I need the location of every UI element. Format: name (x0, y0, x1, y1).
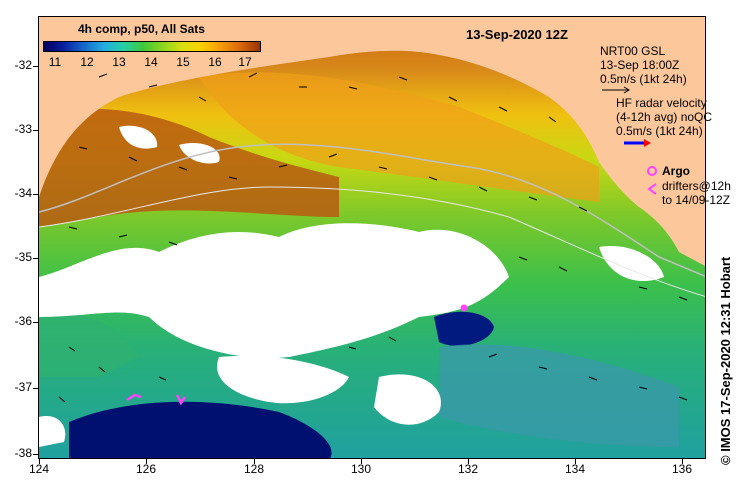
cool-water-east (439, 344, 679, 447)
drifter-marker-icon (647, 183, 657, 195)
date-title: 13-Sep-2020 12Z (466, 27, 568, 42)
argo-marker-icon (647, 166, 657, 176)
hf-radar-line: HF radar velocity (616, 96, 707, 110)
cloud-mask (39, 223, 509, 358)
hf-radar-annotation: HF radar velocity (4-12h avg) noQC 0.5m/… (616, 96, 712, 138)
legend-title: 4h comp, p50, All Sats (78, 22, 205, 36)
gsl-line: NRT00 GSL (600, 44, 666, 58)
current-vectors (58, 72, 688, 403)
y-tick-label: -36 (14, 314, 32, 328)
y-tick-label: -38 (14, 446, 32, 460)
y-tick-mark (33, 66, 38, 67)
gsl-scale-arrow-icon (602, 86, 630, 94)
cold-water-mid (434, 311, 494, 347)
gsl-annotation: NRT00 GSL 13-Sep 18:00Z 0.5m/s (1kt 24h) (600, 44, 687, 86)
bathymetry-contour (39, 143, 705, 277)
x-tick-label: 134 (564, 462, 586, 476)
y-tick-mark (33, 388, 38, 389)
cool-water-west (39, 313, 139, 377)
argo-float[interactable] (460, 304, 468, 312)
cloud-mask (39, 416, 66, 447)
hf-radar-arrow-icon (624, 139, 651, 147)
cloud-mask (374, 374, 441, 425)
colorbar-tick: 15 (176, 55, 190, 69)
y-tick-label: -33 (14, 122, 32, 136)
colorbar-tick: 16 (208, 55, 222, 69)
y-tick-label: -37 (14, 380, 32, 394)
argo-label: Argo (662, 164, 690, 178)
bathymetry-contour (39, 186, 705, 297)
hf-radar-line: (4-12h avg) noQC (616, 110, 713, 124)
colorbar-tick: 11 (48, 55, 62, 69)
x-tick-label: 136 (671, 462, 693, 476)
drifter-track (126, 393, 187, 406)
temperature-colorbar (43, 41, 261, 52)
drifters-line: drifters@12h (662, 179, 731, 193)
x-tick-mark (39, 459, 40, 464)
x-tick-label: 132 (457, 462, 479, 476)
gsl-line: 13-Sep 18:00Z (600, 58, 680, 72)
cloud-mask (179, 142, 220, 164)
x-tick-mark (682, 459, 683, 464)
land (39, 17, 705, 266)
colorbar-tick: 13 (112, 55, 126, 69)
y-tick-mark (33, 194, 38, 195)
x-tick-mark (146, 459, 147, 464)
gsl-line: 0.5m/s (1kt 24h) (600, 72, 687, 86)
sst-map (39, 17, 705, 458)
colorbar-tick: 14 (144, 55, 158, 69)
y-tick-mark (33, 322, 38, 323)
colorbar-tick: 12 (80, 55, 94, 69)
y-tick-label: -34 (14, 186, 32, 200)
map-area[interactable] (38, 16, 706, 459)
x-tick-label: 128 (243, 462, 265, 476)
x-tick-mark (575, 459, 576, 464)
x-tick-label: 126 (135, 462, 157, 476)
y-tick-mark (33, 258, 38, 259)
cloud-mask (599, 246, 664, 282)
cold-water-south (69, 401, 332, 458)
credit-text: © IMOS 17-Sep-2020 12:31 Hobart (718, 256, 733, 465)
drifters-line: to 14/09-12Z (662, 193, 731, 207)
y-tick-label: -32 (14, 58, 32, 72)
warm-water (39, 108, 339, 227)
y-tick-mark (33, 130, 38, 131)
x-tick-mark (361, 459, 362, 464)
y-tick-mark (33, 454, 38, 455)
x-tick-label: 130 (350, 462, 372, 476)
y-tick-label: -35 (14, 250, 32, 264)
x-tick-mark (468, 459, 469, 464)
x-tick-mark (254, 459, 255, 464)
hf-radar-line: 0.5m/s (1kt 24h) (616, 124, 703, 138)
cloud-mask (119, 125, 158, 149)
x-tick-label: 124 (28, 462, 50, 476)
cloud-mask (217, 355, 349, 404)
colorbar-tick: 17 (238, 55, 252, 69)
orange-band (199, 72, 599, 202)
drifters-annotation: drifters@12h to 14/09-12Z (662, 179, 731, 207)
